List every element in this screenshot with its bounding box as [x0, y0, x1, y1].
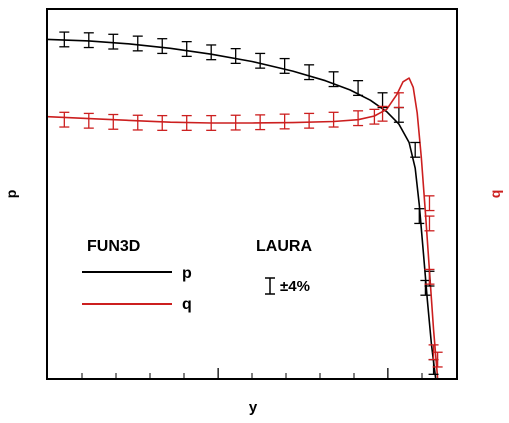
series-q-error-marker: [393, 92, 404, 109]
series-q-error-marker: [83, 112, 94, 129]
series-q-error-marker: [157, 114, 168, 131]
series-q-error-marker: [279, 113, 290, 130]
legend-error-label: ±4%: [280, 278, 310, 295]
series-p-error-marker: [181, 40, 192, 58]
legend: FUN3D LAURA p q ±4%: [82, 238, 312, 313]
series-q-error-marker: [181, 114, 192, 131]
series-p-error-marker: [83, 32, 94, 49]
x-axis-ticks: [81, 368, 423, 378]
series-p-error-marker: [377, 92, 388, 109]
y-axis-left-label: p: [3, 190, 19, 199]
legend-error-bar-icon: [265, 277, 275, 295]
series-q-error-marker: [230, 114, 241, 131]
legend-p-label: p: [182, 265, 192, 282]
series-q-error-marker: [255, 114, 266, 131]
plot-frame: [46, 8, 458, 380]
series-q-error-marker: [424, 195, 435, 212]
series-p-error-marker: [414, 208, 425, 225]
series-p-error-marker: [255, 52, 266, 69]
series-q-error-marker: [206, 114, 217, 131]
series-p-error-marker: [328, 71, 339, 88]
x-axis-label: y: [249, 399, 258, 416]
series-q-error-marker: [353, 110, 364, 127]
y-axis-right-label: q: [487, 190, 503, 199]
series-p-line: [47, 38, 437, 379]
series-q-error-marker: [369, 108, 380, 125]
series-q-error-marker: [132, 114, 143, 131]
series-q-error-marker: [304, 112, 315, 129]
legend-laura-label: LAURA: [256, 238, 312, 255]
series-error-markers: [59, 31, 443, 375]
series-p-error-marker: [132, 35, 143, 52]
legend-fun3d-label: FUN3D: [87, 238, 140, 255]
legend-q-label: q: [182, 296, 192, 313]
series-p-error-marker: [420, 279, 431, 296]
series-q-error-marker: [108, 113, 119, 130]
series-p-error-marker: [353, 80, 364, 97]
series-q-error-marker: [424, 268, 435, 285]
series-q-error-marker: [424, 215, 435, 232]
series-q-error-marker: [432, 351, 443, 368]
series-p-error-marker: [206, 44, 217, 61]
series-p-error-marker: [304, 64, 315, 81]
series-p-error-marker: [108, 33, 119, 50]
series-q-line: [47, 77, 439, 379]
series-p-error-marker: [279, 57, 290, 74]
series-q-error-marker: [59, 111, 70, 128]
series-lines: [47, 38, 439, 379]
series-q-error-marker: [377, 105, 388, 122]
series-p-error-marker: [230, 47, 241, 65]
series-p-error-marker: [410, 141, 421, 158]
series-q-error-marker: [328, 111, 339, 128]
series-p-error-marker: [157, 38, 168, 55]
series-p-error-marker: [59, 31, 70, 48]
